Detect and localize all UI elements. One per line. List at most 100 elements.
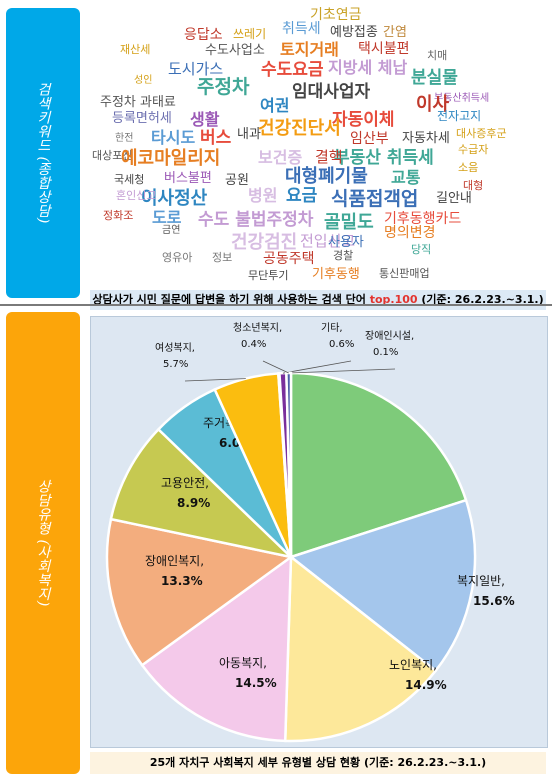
section-divider [0, 304, 552, 306]
wordcloud-caption-prefix: 상담사가 시민 질문에 답변을 하기 위해 사용하는 검색 단어 [92, 293, 370, 306]
wordcloud-word: 자동차세 [402, 131, 450, 146]
keyword-wordcloud: 기초연금 응답소 쓰레기 취득세 예방접종 간염 재산세 수도사업소 토지거래 택시불편 치매 도시가… [90, 4, 546, 286]
wordcloud-word: 길안내 [436, 191, 472, 206]
wordcloud-word: 영유아 [162, 251, 193, 264]
pie-slice-value: 14.5% [235, 676, 277, 690]
keyword-section-label: 검색키워드 (종합상담) [6, 8, 80, 298]
wordcloud-word: 식품접객업 [331, 188, 419, 210]
wordcloud-word: 명의변경 [384, 225, 436, 241]
wordcloud-word: 전입신고 [300, 232, 356, 250]
pie-slice-value: 0.4% [241, 339, 266, 350]
wordcloud-word: 주정차 과태료 [100, 95, 176, 110]
wordcloud-word: 대형폐기물 [285, 166, 368, 187]
wordcloud-word: 도시가스 [168, 60, 224, 78]
wordcloud-word: 토지거래 [280, 40, 339, 59]
wordcloud-word: 도로 [152, 208, 182, 227]
pie-slice-label: 장애인복지, [145, 554, 204, 568]
wordcloud-word: 전자고지 [437, 109, 482, 123]
wordcloud-word: 기초연금 [310, 7, 362, 23]
pie-slice-value: 0.1% [373, 347, 398, 358]
pie-leader-line [184, 378, 246, 382]
wordcloud-word: 이사정산 [141, 188, 208, 209]
pie-slice [283, 554, 438, 743]
pie-slice-label: 아동복지, [219, 656, 267, 670]
wordcloud-word: 수급자 [458, 143, 489, 156]
wordcloud-word: 주정차 [197, 76, 250, 98]
pie-slice-label: 청소년복지, [233, 322, 282, 334]
wordcloud-word: 수도사업소 [205, 43, 265, 58]
wordcloud-word: 교통 [391, 168, 421, 187]
pie-slice-value: 13.3% [161, 574, 203, 588]
wordcloud-caption-highlight: top.100 [369, 293, 418, 306]
pie-slice-label: 장애인시설, [365, 330, 414, 342]
wordcloud-word: 보건증 [258, 148, 303, 167]
pie-slice-value: 8.9% [177, 496, 210, 510]
wordcloud-word: 병원 [248, 186, 278, 205]
wordcloud-word: 통신판매업 [379, 267, 430, 280]
wordcloud-word: 임산부 [350, 131, 389, 147]
wordcloud-word: 공동주택 [263, 251, 315, 267]
wordcloud-word: 생활 [190, 110, 220, 129]
pie-leader-line [278, 368, 396, 374]
wordcloud-word: 건강진단서 [258, 118, 341, 139]
wordcloud-word: 한전 [115, 133, 134, 144]
wordcloud-word: 버스 [200, 128, 232, 148]
wordcloud-caption: 상담사가 시민 질문에 답변을 하기 위해 사용하는 검색 단어 top.100… [90, 290, 546, 310]
wordcloud-word: 성인 [134, 75, 153, 86]
wordcloud-word: 쓰레기 [233, 27, 267, 41]
wordcloud-caption-suffix: (기준: 26.2.23.~3.1.) [417, 293, 544, 306]
pie-slice [109, 427, 296, 560]
wordcloud-word: 등록면허세 [112, 111, 172, 126]
consult-type-section-label: 상담유형 (사회복지) [6, 312, 80, 774]
wordcloud-word: 대형 [463, 179, 484, 192]
wordcloud-word: 이사 [416, 94, 450, 115]
wordcloud-word: 정화조 [103, 209, 134, 222]
wordcloud-word: 응답소 [184, 27, 223, 43]
pie-leader-line [262, 360, 289, 374]
pie-slice-label: 기타, [321, 322, 343, 334]
wordcloud-word: 수도 불법주정차 [198, 210, 314, 230]
wordcloud-word: 금연 [162, 225, 181, 236]
keyword-section-label-text: 검색키워드 (종합상담) [35, 82, 51, 224]
wordcloud-word: 혼인신고 [116, 189, 157, 202]
wordcloud-word: 지방세 체납 [328, 58, 408, 77]
wordcloud-word: 수도요금 [261, 60, 324, 80]
wordcloud-word: 대상포진 [92, 149, 133, 162]
wordcloud-word: 타시도 [151, 128, 196, 147]
pie-slice-value: 14.9% [405, 678, 447, 692]
wordcloud-word: 국세청 [114, 173, 145, 186]
wordcloud-word: 부동산취득세 [434, 93, 490, 104]
wordcloud-word: 자동이체 [332, 110, 395, 130]
wordcloud-word: 사용자 [328, 235, 364, 250]
pie-slice [105, 517, 295, 667]
wordcloud-word: 택시불편 [358, 41, 410, 57]
wordcloud-word: 취득세 [282, 21, 321, 37]
wordcloud-word: 소음 [458, 161, 479, 174]
pie-chart: 기초생활보장,20.0%복지일반,15.6%노인복지,14.9%아동복지,14.… [105, 322, 515, 743]
wordcloud-word: 기후동행 [312, 267, 360, 282]
wordcloud-word: 기후동행카드 [384, 211, 462, 227]
pie-slice [140, 554, 293, 743]
wordcloud-word: 분실물 [411, 68, 458, 88]
wordcloud-word: 요금 [286, 186, 318, 206]
wordcloud-word: 버스불편 [164, 171, 212, 186]
wordcloud-word: 임대사업자 [292, 82, 371, 102]
pie-slice [285, 371, 293, 558]
pie-slice-value: 0.6% [329, 339, 354, 350]
pie-slice [288, 498, 477, 673]
wordcloud-word: 정보 [212, 251, 233, 264]
pie-chart-panel: 기초생활보장,20.0%복지일반,15.6%노인복지,14.9%아동복지,14.… [90, 316, 548, 748]
pie-slice-label: 여성복지, [155, 342, 195, 354]
chart-title: 25개 자치구 사회복지 세부 유형별 상담 현황 (기준: 26.2.23.~… [90, 752, 546, 774]
pie-slice-value: 15.6% [473, 594, 515, 608]
pie-slice-value: 5.7% [163, 359, 188, 370]
wordcloud-word: 결핵 [315, 148, 343, 166]
wordcloud-word: 예방접종 [330, 25, 378, 40]
wordcloud-word: 대사증후군 [456, 127, 507, 140]
wordcloud-word: 여권 [260, 96, 290, 115]
pie-slice-label: 노인복지, [389, 658, 437, 672]
wordcloud-word: 치매 [427, 49, 448, 62]
pie-slice-label: 고용안전, [161, 476, 209, 490]
wordcloud-word: 골밀도 [324, 212, 374, 233]
wordcloud-word: 내과 [237, 127, 261, 142]
